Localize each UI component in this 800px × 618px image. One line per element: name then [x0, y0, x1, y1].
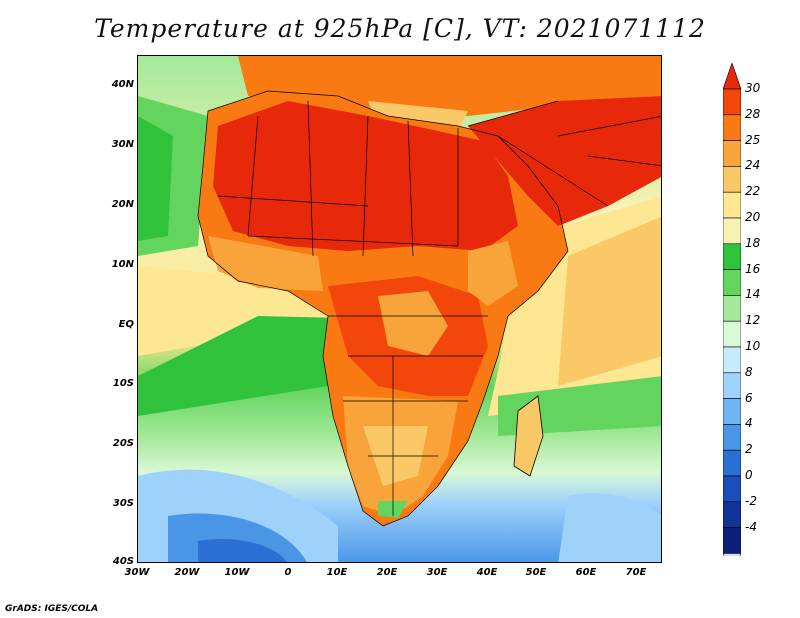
colorbar-cell [723, 372, 741, 399]
colorbar-cell [723, 243, 741, 270]
lat-label-30n: 30N [111, 139, 134, 150]
lon-label-50e: 50E [525, 567, 547, 578]
lon-label-10w: 10W [224, 567, 250, 578]
colorbar-cell [723, 295, 741, 322]
lat-label-10n: 10N [111, 259, 134, 270]
colorbar-cell [723, 114, 741, 141]
colorbar-cell [723, 501, 741, 528]
map-title: Temperature at 925hPa [C], VT: 202107111… [94, 14, 706, 43]
south-indian-cool [558, 493, 661, 562]
lat-label-20n: 20N [111, 199, 134, 210]
congo-basin [378, 291, 448, 356]
colorbar-cell [723, 320, 741, 348]
colorbar-cell [723, 269, 741, 296]
lat-label-30s: 30S [112, 498, 134, 509]
colorbar-label: 12 [745, 313, 761, 328]
south-atlantic-green [138, 316, 343, 416]
lat-label-eq: EQ [118, 319, 134, 330]
borders [197, 90, 661, 527]
colorbar-cell [723, 346, 741, 374]
colorbar-cell [723, 527, 741, 554]
colorbar-label: 25 [745, 132, 761, 147]
colorbar-label: 30 [745, 81, 761, 95]
colorbar-bottom-arrow [723, 553, 741, 556]
lat-label-40s: 40S [112, 556, 134, 567]
lat-label-10s: 10S [112, 378, 134, 389]
colorbar-label: 6 [745, 390, 753, 405]
lon-label-10e: 10E [326, 567, 348, 578]
sahara-hot-core [213, 101, 518, 251]
lat-label-40n: 40N [111, 79, 134, 90]
map-canvas [138, 56, 661, 562]
lon-label-0: 0 [284, 567, 292, 578]
colorbar-label: 8 [745, 364, 753, 379]
colorbar-label: 22 [745, 184, 761, 199]
colorbar-label: 10 [745, 339, 761, 353]
colorbar-top-arrow [723, 63, 741, 90]
colorbar-cell [723, 191, 741, 219]
footer-credit: GrADS: IGES/COLA [5, 604, 99, 614]
atlantic-green-core [138, 116, 173, 241]
colorbar-cell [723, 449, 741, 477]
ethiopian-highlands [468, 241, 518, 306]
south-atlantic-coldest [198, 538, 287, 562]
colorbar [723, 63, 741, 556]
lon-label-70e: 70E [625, 567, 647, 578]
colorbar-cell [723, 88, 741, 116]
colorbar-label: 18 [745, 235, 761, 250]
lat-label-20s: 20S [112, 438, 134, 449]
colorbar-label: 24 [745, 158, 761, 173]
colorbar-cells [723, 63, 741, 556]
colorbar-label: 0 [745, 468, 753, 482]
west-africa-coast [208, 236, 323, 291]
colorbar-label: 16 [745, 261, 761, 276]
lon-label-30w: 30W [124, 567, 150, 578]
temperature-map [137, 55, 662, 563]
colorbar-label: 20 [745, 210, 761, 224]
colorbar-cell [723, 398, 741, 425]
arabia-hot-core [468, 96, 661, 226]
colorbar-label: 14 [745, 287, 761, 302]
madagascar [513, 395, 544, 477]
colorbar-label: -4 [745, 519, 757, 534]
lon-label-30e: 30E [426, 567, 448, 578]
lon-label-60e: 60E [575, 567, 597, 578]
colorbar-label: -2 [745, 493, 757, 508]
colorbar-cell [723, 217, 741, 245]
lon-label-20e: 20E [376, 567, 398, 578]
colorbar-cell [723, 424, 741, 451]
colorbar-label: 4 [745, 416, 753, 431]
lon-label-20w: 20W [174, 567, 200, 578]
colorbar-cell [723, 475, 741, 503]
arabian-sea-warm [558, 216, 661, 386]
colorbar-cell [723, 140, 741, 167]
colorbar-cell [723, 166, 741, 193]
lon-label-40e: 40E [476, 567, 498, 578]
colorbar-label: 2 [745, 442, 753, 457]
colorbar-label: 28 [745, 106, 761, 121]
